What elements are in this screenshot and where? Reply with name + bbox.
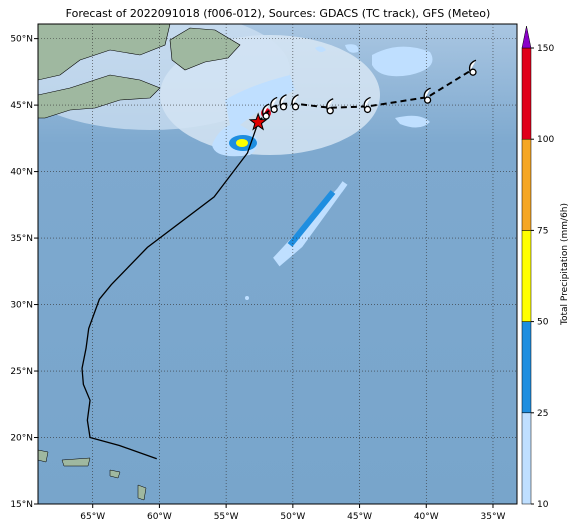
x-tick-label: 65°W [80,512,105,522]
map-frame [37,23,518,505]
title: Forecast of 2022091018 (f006-012), Sourc… [66,7,491,20]
colorbar-band [521,321,532,414]
colorbar-band [521,138,532,231]
x-tick-label: 60°W [147,512,172,522]
colorbar-label: Total Precipitation (mm/6h) [560,203,570,326]
colorbar-tick-label: 10 [537,500,549,510]
colorbar-tick-label: 150 [537,44,554,54]
colorbar-tick-label: 75 [537,226,548,236]
y-tick-label: 15°N [10,500,33,510]
y-tick-label: 50°N [10,35,33,45]
colorbar-band [521,47,532,140]
colorbar-band [521,230,532,322]
storm-symbol [468,59,477,76]
storm-symbol [326,98,334,115]
y-tick-label: 20°N [10,434,33,444]
storm-symbol [279,94,288,111]
x-tick-label: 50°W [280,512,305,522]
y-tick-label: 35°N [10,234,33,244]
y-tick-label: 25°N [10,367,33,377]
map-area [38,24,517,504]
track-observed [81,122,259,460]
y-tick-label: 40°N [10,168,33,178]
y-tick-label: 30°N [10,301,33,311]
x-tick-label: 55°W [214,512,239,522]
storm-symbol [262,103,270,120]
colorbar-tick-label: 50 [537,318,549,328]
storm-position [248,112,268,131]
colorbar-band [521,412,532,505]
storm-symbol [363,96,372,114]
storm-symbol [270,96,278,114]
colorbar-tick-label: 25 [537,409,548,419]
y-tick-label: 45°N [10,101,33,111]
x-tick-label: 35°W [481,512,506,522]
x-tick-label: 40°W [414,512,439,522]
colorbar-tick-label: 100 [537,135,554,145]
x-tick-label: 45°W [347,512,372,522]
storm-symbol [291,94,300,111]
storm-symbol [423,87,432,104]
colorbar-extend [521,25,532,49]
